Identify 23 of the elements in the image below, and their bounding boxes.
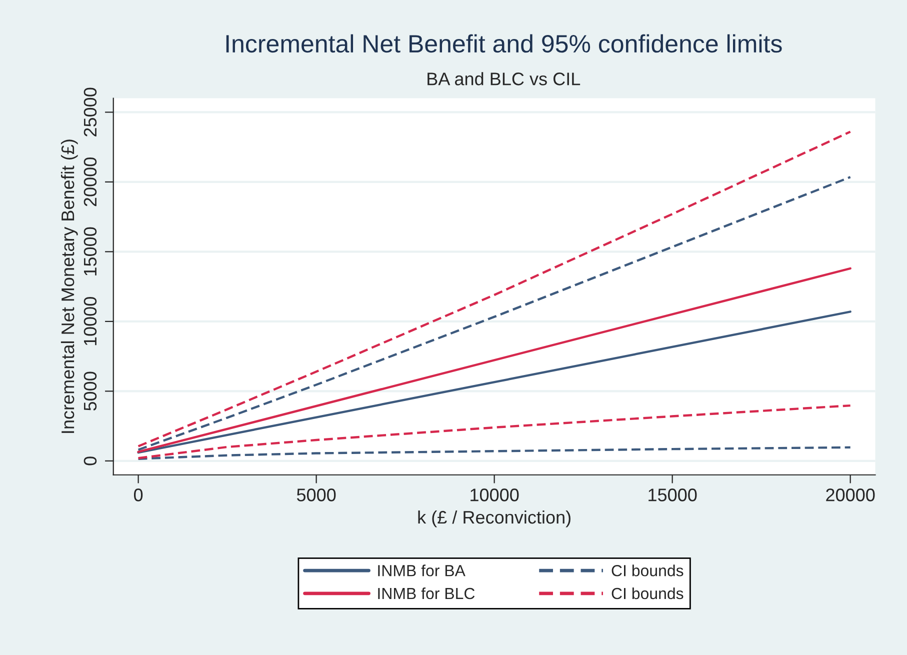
x-tick-label: 15000 [648,488,697,502]
chart-subtitle: BA and BLC vs CIL [428,72,580,86]
y-tick-label: 10000 [84,297,97,346]
chart-title: Incremental Net Benefit and 95% confidence limits [226,34,782,53]
legend-label: CI bounds [612,564,684,576]
y-tick-label: 25000 [84,88,97,136]
legend-label: INMB for BLC [378,587,475,600]
x-tick-label: 5000 [296,488,336,502]
line-series [137,130,852,448]
y-tick-label: 5000 [84,372,97,411]
legend-label: CI bounds [612,587,684,600]
y-axis-title: Incremental Net Monetary Benefit (£) [60,140,78,433]
x-axis-title: k (£ / Reconviction) [418,510,570,528]
line-series [137,176,852,451]
x-tick-label: 10000 [470,488,519,502]
x-tick-label: 20000 [826,488,875,502]
y-tick-label: 20000 [84,158,97,206]
x-tick-label: 0 [134,488,143,502]
line-series [137,446,852,460]
y-tick-label: 15000 [84,227,97,276]
y-tick-label: 0 [84,456,97,466]
line-series [137,404,852,460]
legend-label: INMB for BA [378,564,466,576]
